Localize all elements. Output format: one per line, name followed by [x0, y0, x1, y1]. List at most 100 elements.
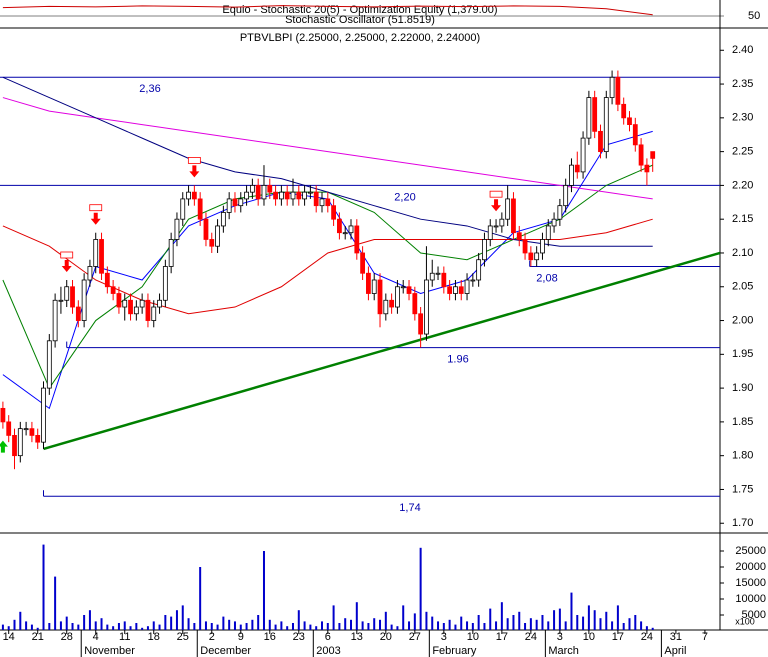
candle-body: [615, 76, 621, 105]
y-tick-label: 2.15: [732, 213, 753, 225]
y-tick-label: 1.75: [732, 483, 753, 495]
volume-bar: [431, 616, 434, 630]
volume-bar: [616, 605, 619, 630]
volume-bar: [524, 623, 527, 630]
volume-tick-label: 15000: [735, 577, 766, 589]
volume-bar: [204, 621, 207, 630]
y-tick-label: 2.00: [732, 314, 753, 326]
volume-bar: [419, 547, 422, 630]
x-tick-label: 31: [670, 631, 682, 643]
volume-bar: [268, 619, 271, 630]
x-tick-label: 24: [641, 631, 653, 643]
volume-bar: [570, 592, 573, 630]
volume-bar: [48, 623, 51, 630]
buy-arrow: [0, 440, 8, 453]
candle-body: [174, 218, 180, 240]
candle-body: [441, 272, 447, 288]
candle-body: [261, 185, 267, 200]
candle-body: [383, 299, 389, 315]
volume-bar: [390, 624, 393, 630]
volume-bar: [239, 624, 242, 630]
candle-body: [644, 164, 650, 173]
y-tick-label: 2.30: [732, 112, 753, 124]
candle-body: [12, 435, 17, 457]
volume-bar: [651, 627, 654, 630]
candle-body: [400, 286, 406, 289]
x-tick-label: 7: [702, 631, 708, 643]
candle-body: [557, 205, 563, 220]
candle-body: [627, 117, 632, 125]
candle-body: [348, 225, 354, 234]
month-label: April: [664, 645, 686, 657]
volume-bar: [228, 619, 231, 630]
volume-bar: [187, 618, 190, 630]
candle-body: [209, 239, 215, 247]
x-tick-label: 20: [380, 631, 392, 643]
stochastic-subtitle: Stochastic Oscillator (51.8519): [285, 14, 435, 26]
sell-box: [489, 190, 503, 198]
candle-body: [302, 191, 307, 200]
y-tick-label: 1.80: [732, 450, 753, 462]
volume-bar: [413, 613, 416, 630]
candle-body: [296, 191, 302, 200]
trendline: [43, 251, 721, 451]
x-tick-label: 9: [238, 631, 244, 643]
moving-average-line: [2, 97, 653, 200]
candle-body: [377, 279, 383, 315]
candle-body: [650, 151, 656, 159]
volume-bar: [558, 608, 561, 630]
candle-body: [255, 185, 261, 200]
volume-bar: [1, 624, 4, 630]
volume-bar: [320, 621, 323, 630]
volume-bar: [193, 623, 196, 630]
volume-bar: [59, 621, 62, 630]
volume-bar: [512, 615, 515, 630]
volume-bar: [593, 610, 596, 630]
candle-body: [110, 286, 116, 294]
candle-body: [406, 286, 412, 294]
volume-bar: [280, 621, 283, 630]
volume-bar: [373, 618, 376, 630]
volume-bar: [146, 626, 149, 630]
candle-body: [58, 299, 64, 302]
candle-body: [545, 225, 551, 240]
volume-bar: [117, 623, 120, 630]
candle-body: [371, 279, 377, 294]
candle-body: [638, 144, 644, 166]
x-tick-label: 16: [264, 631, 276, 643]
volume-bar: [83, 615, 86, 630]
candle-body: [87, 266, 93, 281]
volume-bar: [338, 623, 341, 630]
volume-bar: [611, 621, 614, 630]
volume-bar: [129, 626, 132, 630]
x-tick-label: 24: [525, 631, 537, 643]
stochastic-line: [2, 5, 653, 16]
month-label: December: [200, 645, 251, 657]
sell-arrow: [189, 165, 200, 178]
volume-bar: [506, 618, 509, 630]
y-tick-label: 1.95: [732, 348, 753, 360]
candle-body: [586, 97, 592, 139]
candle-body: [284, 191, 290, 200]
volume-bar: [442, 623, 445, 630]
volume-bar: [396, 626, 399, 630]
volume-bar: [605, 611, 608, 630]
volume-bar: [587, 605, 590, 630]
candle-body: [244, 191, 249, 200]
x-tick-label: 10: [583, 631, 595, 643]
candle-body: [412, 293, 418, 315]
x-tick-label: 11: [119, 631, 130, 643]
candle-body: [592, 97, 598, 132]
volume-bar: [251, 619, 254, 630]
volume-bar: [402, 605, 405, 630]
candle-body: [249, 185, 255, 193]
volume-bar: [350, 619, 353, 630]
chart-title: PTBVLBPI (2.25000, 2.25000, 2.22000, 2.2…: [240, 32, 480, 44]
candle-body: [23, 428, 29, 431]
volume-bar: [489, 608, 492, 630]
candle-body: [574, 164, 580, 173]
candle-body: [81, 279, 87, 321]
volume-bar: [599, 618, 602, 630]
candle-body: [99, 239, 104, 274]
volume-bar: [100, 618, 103, 630]
